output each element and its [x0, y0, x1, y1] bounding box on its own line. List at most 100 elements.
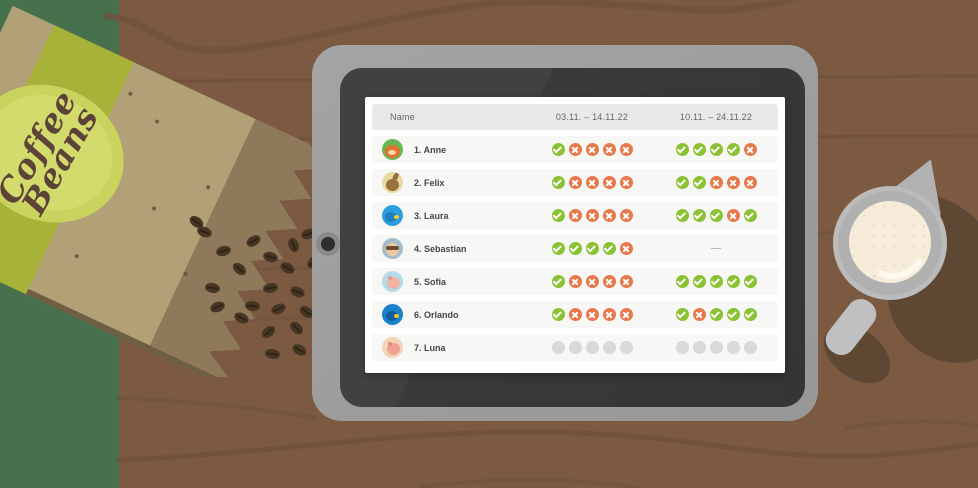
- tablet-camera-icon: [316, 232, 340, 256]
- status-check-icon: [726, 308, 740, 321]
- period2-status: [654, 275, 778, 288]
- period1-status: [530, 275, 654, 288]
- status-x-icon: [585, 176, 599, 189]
- avatar: [382, 238, 403, 259]
- status-x-icon: [602, 209, 616, 222]
- coffee-bean: [288, 284, 307, 300]
- status-check-icon: [551, 176, 565, 189]
- status-x-icon: [568, 308, 582, 321]
- name-cell: 1. Anne: [372, 139, 530, 160]
- status-pending-icon: [568, 341, 582, 354]
- table-row[interactable]: 5. Sofia: [372, 268, 778, 295]
- status-x-icon: [709, 176, 723, 189]
- status-check-icon: [551, 275, 565, 288]
- status-check-icon: [602, 242, 616, 255]
- milk-surface: [849, 201, 931, 283]
- status-pending-icon: [551, 341, 565, 354]
- student-name: 6. Orlando: [414, 309, 459, 320]
- status-check-icon: [743, 275, 757, 288]
- period1-status: [530, 341, 654, 354]
- name-cell: 5. Sofia: [372, 271, 530, 292]
- status-check-icon: [726, 275, 740, 288]
- table-row[interactable]: 7. Luna: [372, 334, 778, 361]
- status-x-icon: [568, 143, 582, 156]
- status-check-icon: [743, 308, 757, 321]
- status-x-icon: [726, 209, 740, 222]
- table-header: Name 03.11. – 14.11.22 10.11. – 24.11.22: [372, 104, 778, 130]
- column-header-period1: 03.11. – 14.11.22: [555, 112, 629, 122]
- status-check-icon: [709, 275, 723, 288]
- status-x-icon: [585, 308, 599, 321]
- student-name: 3. Laura: [414, 210, 449, 221]
- status-check-icon: [551, 143, 565, 156]
- table-row[interactable]: 2. Felix: [372, 169, 778, 196]
- status-x-icon: [619, 209, 633, 222]
- period1-status: [530, 143, 654, 156]
- coffee-bean: [286, 236, 301, 254]
- status-x-icon: [568, 209, 582, 222]
- period1-status: [530, 308, 654, 321]
- status-check-icon: [675, 275, 689, 288]
- table-row[interactable]: 6. Orlando: [372, 301, 778, 328]
- status-check-icon: [709, 143, 723, 156]
- table-body: 1. Anne 2. Felix 3. Laura 4. Sebastian —: [372, 136, 778, 361]
- status-x-icon: [602, 308, 616, 321]
- student-name: 5. Sofia: [414, 276, 447, 287]
- bag-speck: [154, 119, 159, 124]
- avatar: [382, 337, 403, 358]
- name-cell: 7. Luna: [372, 337, 530, 358]
- student-name: 4. Sebastian: [414, 243, 467, 254]
- column-header-period2: 10.11. – 24.11.22: [679, 112, 753, 122]
- bag-speck: [205, 185, 210, 190]
- period2-status: [654, 176, 778, 189]
- status-check-icon: [709, 209, 723, 222]
- student-name: 7. Luna: [414, 342, 446, 353]
- status-check-icon: [551, 308, 565, 321]
- table-row[interactable]: 3. Laura: [372, 202, 778, 229]
- avatar: [382, 205, 403, 226]
- column-header-name: Name: [390, 112, 415, 122]
- status-check-icon: [675, 209, 689, 222]
- period2-status: [654, 209, 778, 222]
- status-check-icon: [568, 242, 582, 255]
- period1-status: [530, 176, 654, 189]
- status-check-icon: [709, 308, 723, 321]
- table-row[interactable]: 4. Sebastian —: [372, 235, 778, 262]
- status-check-icon: [726, 143, 740, 156]
- status-x-icon: [585, 143, 599, 156]
- results-table: Name 03.11. – 14.11.22 10.11. – 24.11.22…: [365, 97, 785, 373]
- avatar: [382, 172, 403, 193]
- student-name: 1. Anne: [414, 144, 447, 155]
- status-check-icon: [551, 242, 565, 255]
- name-cell: 2. Felix: [372, 172, 530, 193]
- period2-status: —: [654, 243, 778, 254]
- period2-status: [654, 143, 778, 156]
- status-pending-icon: [602, 341, 616, 354]
- coffee-bag-text: Coffee Beans: [0, 36, 160, 272]
- status-x-icon: [585, 275, 599, 288]
- status-x-icon: [619, 176, 633, 189]
- avatar: [382, 139, 403, 160]
- coffee-bean: [278, 259, 297, 277]
- coffee-bean: [287, 319, 306, 337]
- bag-speck: [151, 206, 156, 211]
- status-x-icon: [726, 176, 740, 189]
- status-x-icon: [619, 242, 633, 255]
- status-check-icon: [692, 275, 706, 288]
- period1-status: [530, 209, 654, 222]
- coffee-bag-torn-edge: [150, 119, 332, 381]
- name-cell: 3. Laura: [372, 205, 530, 226]
- status-x-icon: [602, 275, 616, 288]
- period1-status: [530, 242, 654, 255]
- status-check-icon: [675, 176, 689, 189]
- status-pending-icon: [675, 341, 689, 354]
- status-x-icon: [619, 275, 633, 288]
- coffee-bean: [262, 281, 279, 295]
- status-check-icon: [692, 176, 706, 189]
- status-check-icon: [692, 143, 706, 156]
- status-x-icon: [602, 143, 616, 156]
- status-x-icon: [568, 275, 582, 288]
- status-x-icon: [602, 176, 616, 189]
- table-row[interactable]: 1. Anne: [372, 136, 778, 163]
